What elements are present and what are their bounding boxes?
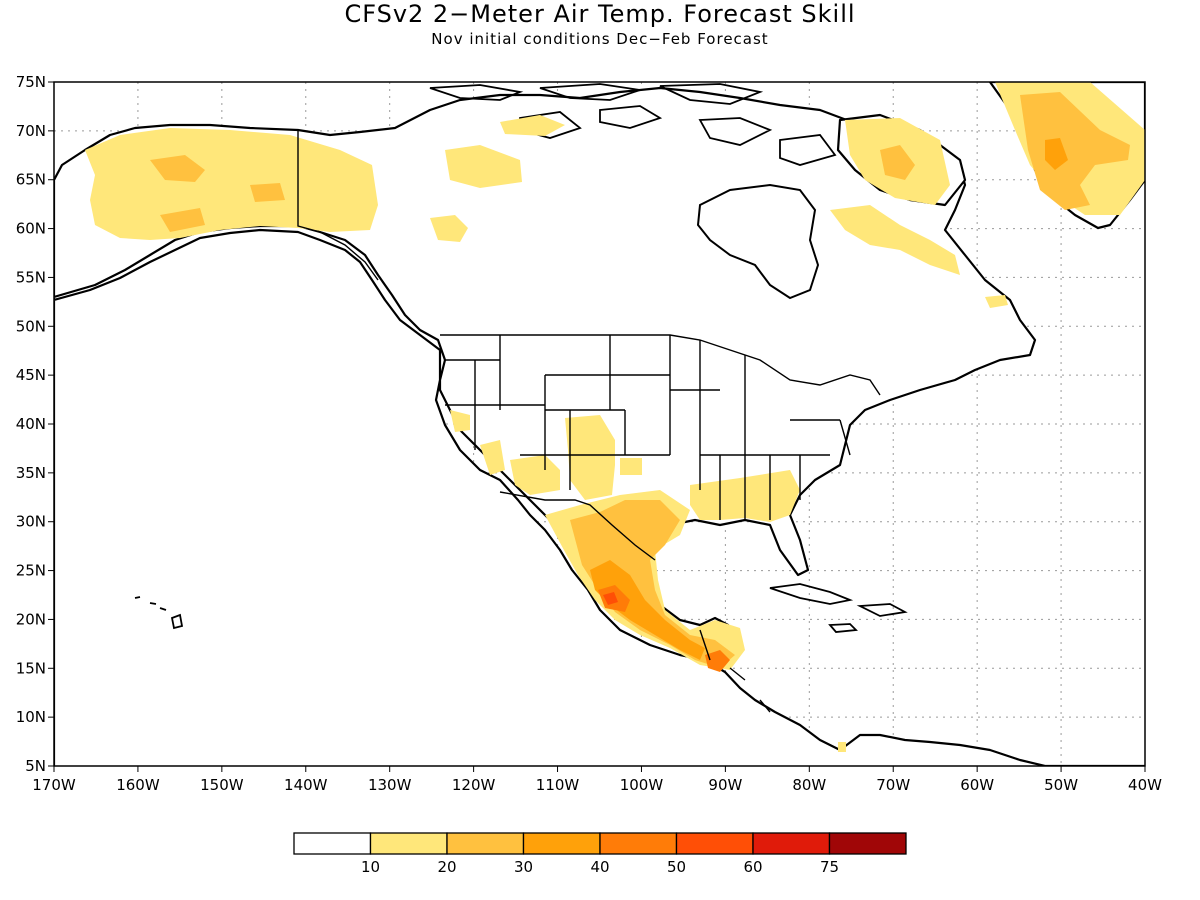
lat-tick-label: 65N [16,171,46,189]
figure-title: CFSv2 2−Meter Air Temp. Forecast Skill [344,0,855,28]
us-mexico-border [499,491,656,561]
latitude-tick-labels: 75N 70N 65N 60N 55N 50N 45N 40N 35N 30N 25N 20N 15N 1… [16,73,46,775]
skill-southwest [450,410,642,500]
central-america-borders [699,629,771,713]
skill-mexico-high [590,560,705,660]
colorbar-label: 10 [361,858,380,876]
colorbar-label: 30 [514,858,533,876]
lon-tick-label: 40W [1128,776,1162,794]
lon-tick-label: 100W [620,776,664,794]
skill-greenland-core [1020,92,1130,210]
lon-tick-label: 150W [200,776,244,794]
map-content [54,82,1145,766]
lat-tick-label: 60N [16,220,46,238]
arctic-islands [429,83,837,166]
skill-mexico-max [603,592,618,605]
lat-tick-label: 50N [16,317,46,335]
us-state-borders [445,335,851,520]
colorbar-swatch [828,832,907,855]
alaska-canada-border [297,130,379,281]
lat-tick-label: 15N [16,659,46,677]
colorbar-label: 75 [820,858,839,876]
lon-tick-label: 80W [792,776,826,794]
colorbar-swatches [293,832,907,855]
skill-alaska [85,128,378,240]
skill-level-30-40 [590,138,1068,660]
lon-tick-label: 90W [708,776,742,794]
lon-tick-label: 120W [452,776,496,794]
colorbar-swatch [293,832,372,855]
lat-tick-label: 20N [16,610,46,628]
skill-level-20-30 [150,92,1130,668]
lon-tick-label: 60W [960,776,994,794]
skill-greenland-high [1045,138,1068,170]
lon-tick-label: 140W [284,776,328,794]
lon-tick-label: 160W [116,776,160,794]
skill-labrador [830,205,960,275]
skill-alaska-core [150,155,285,232]
us-canada-border [440,334,881,396]
lat-tick-label: 25N [16,562,46,580]
figure-subtitle: Nov initial conditions Dec−Feb Forecast [431,30,768,48]
colorbar-swatch [599,832,678,855]
skill-shading [85,82,1145,752]
colorbar-swatch [522,832,601,855]
colorbar-labels: 10 20 30 40 50 60 75 [361,858,839,876]
colorbar-swatch [446,832,525,855]
lon-tick-label: 170W [32,776,76,794]
political-borders [297,130,881,713]
lat-tick-label: 10N [16,708,46,726]
hudson-bay [696,183,820,300]
colorbar-label: 20 [437,858,456,876]
skill-yukon-east [430,215,468,242]
skill-level-50-60 [603,592,618,605]
colorbar-swatch [369,832,448,855]
lat-tick-label: 30N [16,513,46,531]
skill-arctic-island [445,145,522,188]
lat-tick-label: 70N [16,122,46,140]
lon-tick-label: 130W [368,776,412,794]
skill-guatemala [705,650,730,672]
lon-tick-label: 50W [1044,776,1078,794]
axis-tick-marks [48,81,1146,772]
colorbar-label: 40 [590,858,609,876]
lat-tick-label: 45N [16,366,46,384]
skill-labrador-east [985,295,1008,308]
caribbean-islands [769,583,908,633]
longitude-tick-labels: 170W 160W 150W 140W 130W 120W 110W 100W 90W 80W 70… [32,776,1162,794]
lat-tick-label: 35N [16,464,46,482]
colorbar-label: 60 [743,858,762,876]
lon-tick-label: 70W [876,776,910,794]
lat-tick-label: 40N [16,415,46,433]
lat-tick-label: 75N [16,73,46,91]
lon-tick-label: 110W [536,776,580,794]
skill-baffin-core [880,145,915,180]
lat-tick-label: 5N [25,757,46,775]
skill-mexico-core [570,500,735,668]
skill-caribbean [838,742,846,752]
colorbar: 10 20 30 40 50 60 75 [293,832,907,876]
colorbar-swatch [675,832,754,855]
hawaii-islands [134,596,184,630]
colorbar-swatch [752,832,831,855]
lat-tick-label: 55N [16,268,46,286]
colorbar-label: 50 [667,858,686,876]
skill-arctic-north [500,115,565,136]
